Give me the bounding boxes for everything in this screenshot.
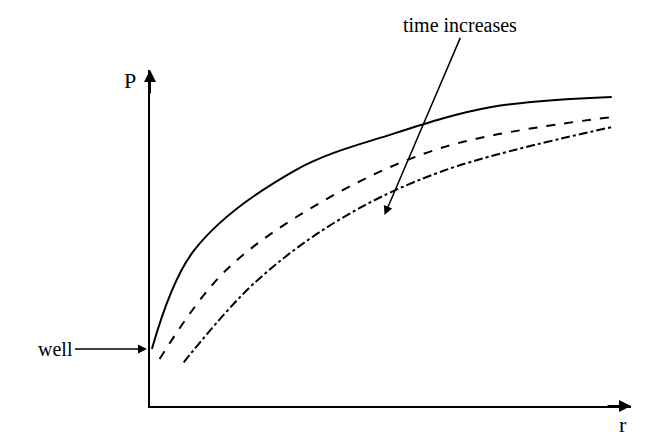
svg-text:P: P: [124, 68, 136, 93]
svg-text:r: r: [619, 412, 627, 437]
svg-text:time increases: time increases: [403, 14, 517, 36]
svg-text:well: well: [38, 338, 73, 360]
